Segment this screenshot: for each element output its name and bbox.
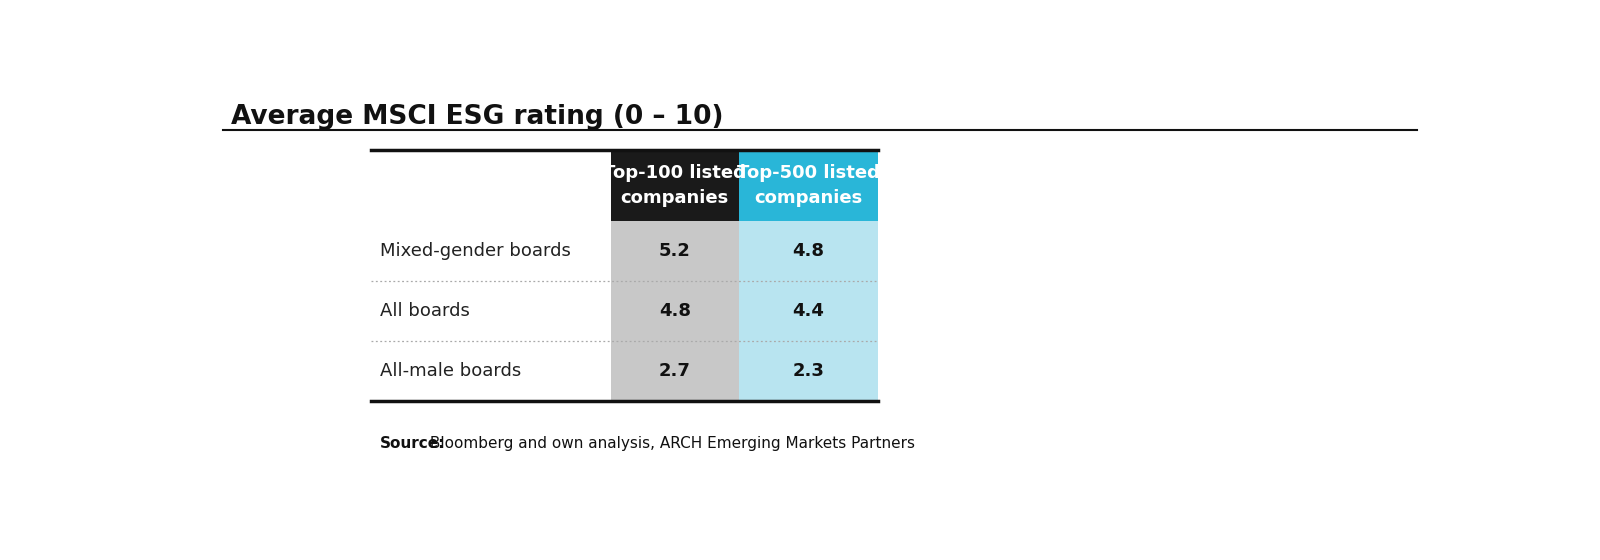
Text: Bloomberg and own analysis, ARCH Emerging Markets Partners: Bloomberg and own analysis, ARCH Emergin… [424, 436, 915, 451]
Text: 4.8: 4.8 [659, 302, 691, 320]
FancyBboxPatch shape [739, 342, 878, 402]
FancyBboxPatch shape [611, 281, 739, 341]
FancyBboxPatch shape [611, 151, 739, 221]
Text: Average MSCI ESG rating (0 – 10): Average MSCI ESG rating (0 – 10) [230, 104, 723, 130]
FancyBboxPatch shape [611, 221, 739, 281]
FancyBboxPatch shape [611, 342, 739, 402]
Text: Top-100 listed
companies: Top-100 listed companies [603, 164, 746, 207]
Text: All-male boards: All-male boards [379, 362, 522, 380]
Text: 4.8: 4.8 [792, 242, 824, 260]
Text: Mixed-gender boards: Mixed-gender boards [379, 242, 571, 260]
Text: 2.7: 2.7 [659, 362, 691, 380]
FancyBboxPatch shape [739, 281, 878, 341]
Text: Top-500 listed
companies: Top-500 listed companies [738, 164, 880, 207]
Text: 2.3: 2.3 [792, 362, 824, 380]
FancyBboxPatch shape [739, 151, 878, 221]
Text: Source:: Source: [379, 436, 445, 451]
Text: 4.4: 4.4 [792, 302, 824, 320]
Text: All boards: All boards [379, 302, 470, 320]
FancyBboxPatch shape [739, 221, 878, 281]
Text: 5.2: 5.2 [659, 242, 691, 260]
